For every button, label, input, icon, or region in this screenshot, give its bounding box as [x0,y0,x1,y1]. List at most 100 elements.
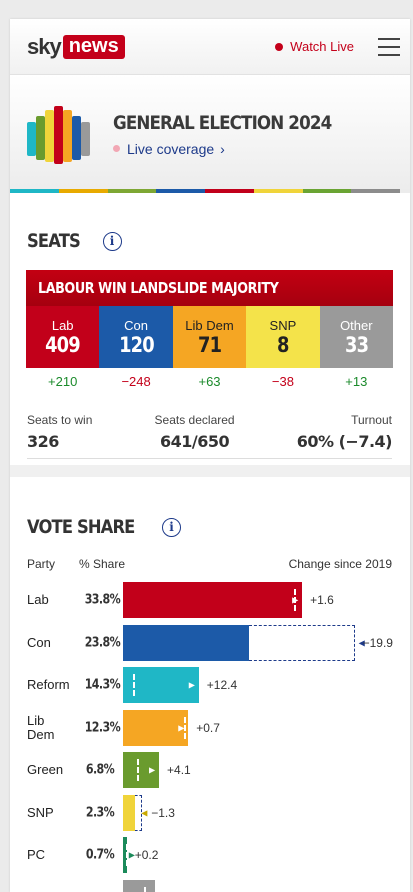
vote-share-change: +12.4 [206,678,238,692]
vote-share-bar [123,667,199,703]
vote-share-percent: 33.8% [84,592,121,608]
stripe-segment [351,189,400,193]
live-dot-icon [275,42,284,51]
vote-share-bar [123,624,250,661]
vote-share-percent: 0.7% [85,847,115,863]
change-arrow-icon: ▶ [178,723,185,732]
section-divider [10,465,410,477]
change-arrow-icon: ▶ [128,850,135,860]
result-banner: LABOUR WIN LANDSLIDE MAJORITY [26,270,393,306]
previous-share-outline [135,794,143,831]
previous-share-marker [125,844,128,866]
vote-share-change: +0.7 [196,720,220,735]
change-arrow-icon: ◀ [358,638,365,647]
live-coverage-label: Live coverage [127,140,215,157]
vote-share-bar [123,709,189,746]
previous-share-outline [249,624,355,661]
seats-heading: SEATS [27,230,81,252]
vote-share-change: −1.3 [151,805,175,820]
vote-share-bar [123,752,160,788]
stripe-segment [156,189,205,193]
vote-share-party-name: Lab [27,592,49,607]
seats-section-header: SEATS i [10,230,410,252]
seats-info-icon[interactable]: i [102,231,122,251]
vote-share-info-icon[interactable]: i [161,517,181,537]
seat-change-libdem: +63 [198,374,221,389]
seat-stats: Seats to win 326 Seats declared 641/650 … [27,413,393,459]
vote-share-bar [123,582,303,618]
vote-share-change: −19.9 [362,635,393,650]
stat-value: 60% (−7.4) [296,432,393,451]
seat-tile-party-name: Other [340,317,373,333]
seat-change-row: +210 −248 +63 −38 +13 [26,374,393,389]
previous-share-marker [293,589,296,611]
hamburger-menu-icon[interactable] [378,37,400,56]
chevron-right-icon: › [220,140,225,157]
seat-change-lab: +210 [48,374,78,389]
vote-share-percent: 6.8% [85,762,115,778]
previous-share-marker [144,886,147,892]
seat-tile-party-name: Con [124,317,149,333]
seat-tile-lab[interactable]: Lab 409 [26,306,100,368]
vote-share-row[interactable]: Con 23.8% ◀ −19.9 [10,624,410,662]
change-arrow-icon: ▶ [292,595,299,605]
top-navigation-bar: sky news Watch Live [10,19,410,75]
ballot-box-logo-icon [27,106,91,166]
vote-share-party-name: PC [27,847,46,862]
previous-share-marker [184,716,187,739]
vote-share-party-name: Lib Dem [27,712,55,742]
previous-share-marker [137,759,140,781]
stat-value: 326 [27,432,59,451]
vote-share-row[interactable]: Reform 14.3% ▶ +12.4 [10,666,410,704]
seat-tile-other[interactable]: Other 33 [319,306,394,368]
col-header-change: Change since 2019 [288,557,392,571]
seat-tile-snp[interactable]: SNP 8 [246,306,320,368]
result-banner-text: LABOUR WIN LANDSLIDE MAJORITY [38,279,279,297]
seat-change-snp: −38 [271,374,294,389]
live-coverage-link[interactable]: Live coverage › [113,141,361,157]
stripe-segment [253,189,303,193]
vote-share-row[interactable]: SNP 2.3% ◀ −1.3 [10,794,410,832]
vote-share-percent: 12.3% [84,720,121,735]
seat-tile-libdem[interactable]: Lib Dem 71 [172,306,247,368]
seat-tile-seats: 409 [45,332,81,357]
seat-tile-con[interactable]: Con 120 [99,306,173,368]
vote-share-row[interactable] [10,879,410,892]
change-arrow-icon: ◀ [141,808,148,817]
watch-live-label: Watch Live [290,39,354,54]
vote-share-bar [123,879,155,892]
logo-news-text: news [62,34,125,59]
vote-share-row[interactable]: Lib Dem 12.3% ▶ +0.7 [10,709,410,747]
col-header-party: Party [27,557,56,571]
col-header-share: % Share [79,557,126,571]
sky-news-logo[interactable]: sky news [27,34,125,60]
vote-share-percent: 2.3% [85,805,115,820]
seat-tile-party-name: SNP [269,317,297,333]
vote-share-percent: 23.8% [84,635,121,650]
vote-share-heading: VOTE SHARE [27,516,135,538]
election-banner[interactable]: GENERAL ELECTION 2024 Live coverage › [10,75,410,193]
vote-share-row[interactable]: PC 0.7% ▶ +0.2 [10,836,410,874]
stat-turnout: Turnout 60% (−7.4) [296,413,393,451]
vote-share-party-name: Green [27,762,64,777]
stripe-segment [302,189,352,193]
stat-seats-declared: Seats declared 641/650 [155,413,235,451]
vote-share-column-headers: Party % Share Change since 2019 [10,557,410,573]
watch-live-link[interactable]: Watch Live [275,39,354,54]
stat-seats-to-win: Seats to win 326 [27,413,92,451]
vote-share-section-header: VOTE SHARE i [10,516,410,538]
vote-share-party-name: Con [27,634,51,650]
stripe-segment [205,189,254,193]
election-title: GENERAL ELECTION 2024 [113,111,332,134]
vote-share-percent: 14.3% [84,677,121,693]
vote-share-row[interactable]: Green 6.8% ▶ +4.1 [10,751,410,789]
vote-share-party-name: SNP [27,804,54,820]
seat-tile-seats: 33 [344,332,369,357]
vote-share-row[interactable]: Lab 33.8% ▶ +1.6 [10,581,410,619]
vote-share-change: +4.1 [167,763,191,777]
vote-share-change: +0.2 [134,848,159,862]
stat-value: 641/650 [159,432,230,451]
seat-tile-seats: 8 [277,332,289,357]
vote-share-party-name: Reform [27,677,70,692]
logo-sky-text: sky [27,33,62,59]
